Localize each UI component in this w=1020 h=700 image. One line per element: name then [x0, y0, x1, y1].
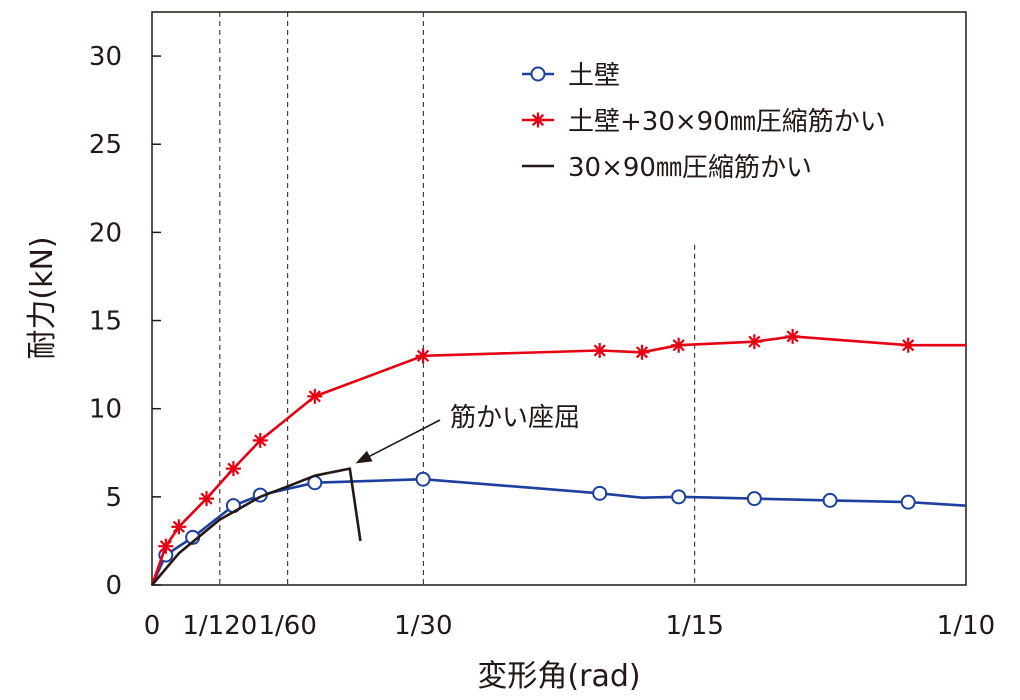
annotation: 筋かい座屈 [355, 403, 580, 464]
plot-area [151, 11, 967, 586]
y-tick-label: 20 [89, 218, 122, 248]
y-tick-label: 10 [89, 395, 122, 425]
data-point-series-1 [307, 388, 323, 404]
data-point-series-0 [746, 491, 762, 507]
data-point-series-1 [746, 334, 762, 350]
data-point-series-0 [822, 492, 838, 508]
data-point-series-1 [252, 432, 268, 448]
legend-star-glyph [530, 112, 546, 128]
x-axis: 0 1/120 1/60 1/30 1/15 1/10 [144, 611, 995, 641]
legend-marker-series-1 [530, 112, 546, 128]
x-tick-label: 1/60 [258, 611, 316, 641]
legend-marker-series-0 [530, 66, 546, 82]
legend-item-series-0: 土壁 [522, 61, 620, 91]
annotation-arrow-line [367, 419, 441, 459]
x-tick-label: 0 [144, 611, 161, 641]
y-axis-title: 耐力(kN) [25, 236, 60, 359]
data-point-series-1 [900, 337, 916, 353]
annotation-arrow-head [355, 450, 373, 464]
data-point-series-0 [415, 471, 431, 487]
legend-label-series-2: 30×90㎜圧縮筋かい [568, 153, 812, 183]
data-point-series-1 [634, 344, 650, 360]
x-tick-label: 1/30 [394, 611, 452, 641]
y-tick-label: 25 [89, 130, 122, 160]
data-point-series-1 [171, 519, 187, 535]
data-point-series-1 [199, 491, 215, 507]
x-tick-label: 1/15 [665, 611, 723, 641]
series-line-0 [150, 477, 967, 586]
y-tick-label: 5 [105, 483, 122, 513]
legend: 土壁 土壁+30×90㎜圧縮筋かい 30×90㎜圧縮筋かい [522, 61, 886, 183]
x-tick-label: 1/120 [182, 611, 257, 641]
reference-lines [219, 12, 696, 585]
legend-label-series-1: 土壁+30×90㎜圧縮筋かい [568, 107, 886, 137]
legend-item-series-1: 土壁+30×90㎜圧縮筋かい [522, 107, 886, 137]
y-tick-label: 0 [105, 571, 122, 601]
series-line-1 [150, 335, 966, 586]
x-tick-label: 1/10 [937, 611, 995, 641]
series-line-2 [151, 467, 362, 586]
data-point-series-1 [415, 348, 431, 364]
y-tick-label: 30 [89, 42, 122, 72]
y-tick-label: 15 [89, 307, 122, 337]
series-group [150, 328, 967, 586]
data-point-series-0 [671, 489, 687, 505]
data-point-series-1 [592, 343, 608, 359]
y-axis: 0 5 10 15 20 25 30 [89, 42, 161, 601]
legend-item-series-2: 30×90㎜圧縮筋かい [522, 153, 812, 183]
data-point-series-1 [671, 337, 687, 353]
data-point-series-1 [225, 461, 241, 477]
data-point-series-0 [592, 485, 608, 501]
data-point-series-0 [900, 494, 916, 510]
legend-label-series-0: 土壁 [568, 61, 620, 91]
data-point-series-1 [785, 328, 801, 344]
data-point-series-1 [158, 538, 174, 554]
x-axis-title: 変形角(rad) [477, 659, 640, 694]
annotation-buckling-label: 筋かい座屈 [450, 403, 580, 433]
